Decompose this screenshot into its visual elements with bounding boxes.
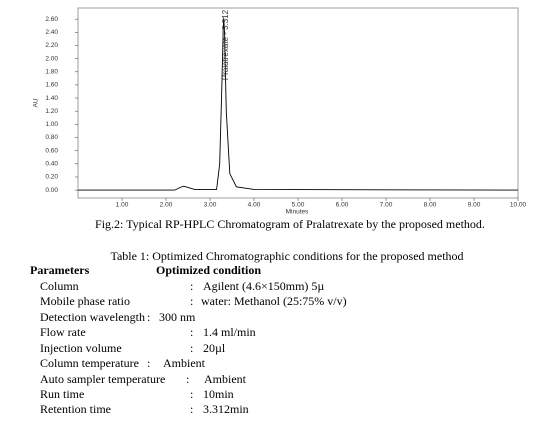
parameter-value: 10min bbox=[203, 387, 234, 401]
parameter-value: water: Methanol (25:75% v/v) bbox=[201, 294, 347, 308]
y-tick-label: 0.40 bbox=[45, 161, 58, 168]
y-tick-label: 1.00 bbox=[45, 121, 58, 128]
x-tick-label: 1.00 bbox=[116, 202, 129, 209]
x-tick-label: 10.00 bbox=[510, 202, 527, 209]
separator: : bbox=[190, 387, 193, 401]
plot-frame bbox=[77, 7, 519, 199]
y-tick-label: 1.60 bbox=[45, 82, 58, 89]
parameter-name: Column temperature bbox=[40, 356, 139, 370]
parameter-name: Injection volume bbox=[40, 341, 122, 355]
table-header: Optimized condition bbox=[156, 263, 261, 277]
x-tick-label: 4.00 bbox=[248, 202, 261, 209]
y-tick-label: 0.80 bbox=[45, 134, 58, 141]
parameter-name: Column bbox=[40, 279, 79, 293]
y-tick-label: 0.00 bbox=[45, 187, 58, 194]
parameter-value: 20µl bbox=[203, 341, 226, 355]
separator: : bbox=[147, 310, 150, 324]
separator: : bbox=[190, 341, 193, 355]
y-tick-label: 1.40 bbox=[45, 95, 58, 102]
parameter-value: 300 nm bbox=[159, 310, 196, 324]
x-tick-label: 6.00 bbox=[336, 202, 349, 209]
chromatogram-trace bbox=[78, 17, 519, 191]
parameter-value: Agilent (4.6×150mm) 5µ bbox=[203, 279, 324, 293]
parameter-name: Mobile phase ratio bbox=[40, 294, 130, 308]
separator: : bbox=[147, 356, 150, 370]
parameter-name: Auto sampler temperature bbox=[40, 372, 165, 386]
separator: : bbox=[190, 402, 193, 416]
y-tick-label: 1.80 bbox=[45, 68, 58, 75]
y-tick-label: 2.60 bbox=[45, 16, 58, 23]
x-tick-label: 5.00 bbox=[292, 202, 305, 209]
x-tick-label: 2.00 bbox=[160, 202, 173, 209]
parameter-value: Ambient bbox=[204, 372, 247, 386]
table-header: Parameters bbox=[30, 263, 90, 277]
separator: : bbox=[186, 372, 189, 386]
parameter-value: 3.312min bbox=[203, 402, 249, 416]
parameter-name: Retention time bbox=[40, 402, 111, 416]
parameter-value: 1.4 ml/min bbox=[203, 325, 256, 339]
x-tick-label: 8.00 bbox=[424, 202, 437, 209]
table-title: Table 1: Optimized Chromatographic condi… bbox=[110, 249, 463, 263]
y-tick-label: 0.20 bbox=[45, 174, 58, 181]
separator: : bbox=[190, 279, 193, 293]
y-tick-label: 2.40 bbox=[45, 29, 58, 36]
y-tick-label: 1.20 bbox=[45, 108, 58, 115]
x-tick-label: 9.00 bbox=[468, 202, 481, 209]
peak-label: Pralatrexate - 3.312 bbox=[221, 9, 230, 80]
y-tick-label: 0.60 bbox=[45, 147, 58, 154]
y-axis-label: AU bbox=[33, 98, 40, 107]
figure-caption: Fig.2: Typical RP-HPLC Chromatogram of P… bbox=[95, 217, 485, 231]
parameter-value: Ambient bbox=[163, 356, 206, 370]
parameter-name: Run time bbox=[40, 387, 84, 401]
y-tick-label: 2.20 bbox=[45, 42, 58, 49]
parameter-name: Flow rate bbox=[40, 325, 86, 339]
parameter-name: Detection wavelength bbox=[40, 310, 145, 324]
separator: : bbox=[190, 325, 193, 339]
x-tick-label: 7.00 bbox=[380, 202, 393, 209]
x-axis-label: Minutes bbox=[286, 209, 310, 216]
y-tick-label: 2.00 bbox=[45, 55, 58, 62]
x-tick-label: 3.00 bbox=[204, 202, 217, 209]
separator: : bbox=[190, 294, 193, 308]
